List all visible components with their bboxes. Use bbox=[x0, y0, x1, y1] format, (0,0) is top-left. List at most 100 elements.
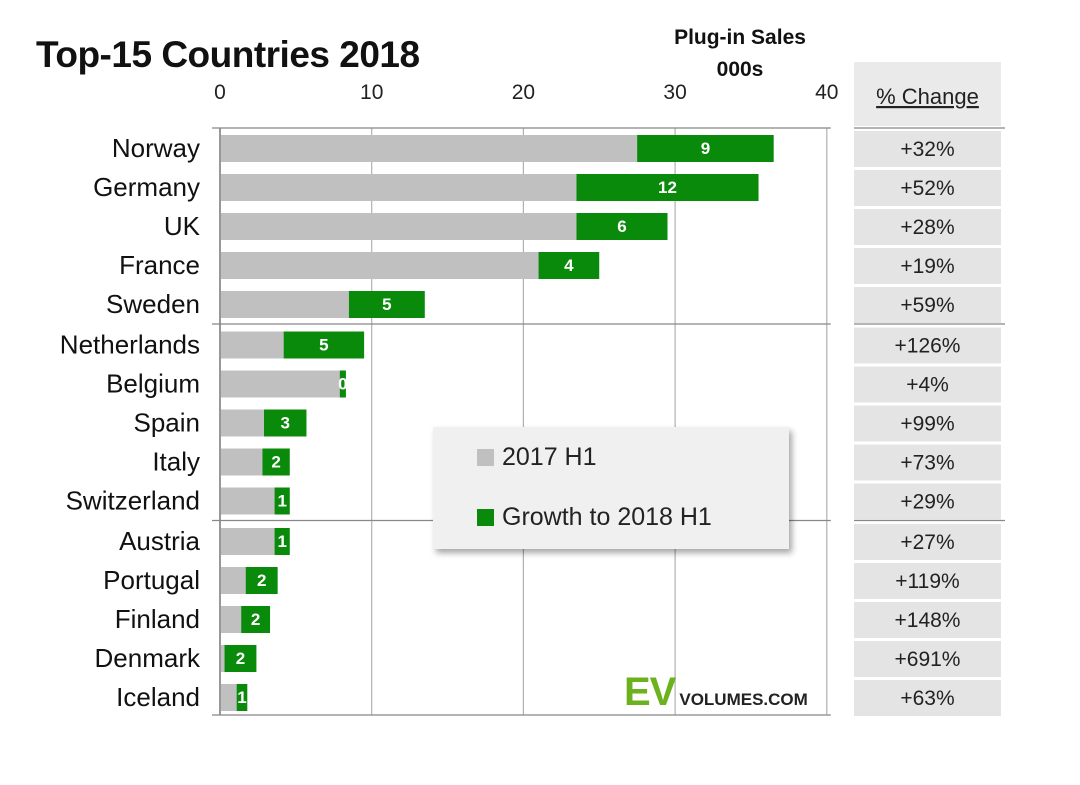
bar-2017 bbox=[221, 409, 265, 437]
growth-data-label: 5 bbox=[382, 295, 391, 314]
legend: 2017 H1 Growth to 2018 H1 bbox=[433, 427, 789, 549]
bar-growth bbox=[245, 567, 278, 594]
bar-2017 bbox=[221, 213, 578, 240]
legend-label-2017: 2017 H1 bbox=[502, 443, 597, 471]
legend-swatch-growth bbox=[477, 509, 494, 526]
change-cell-bg bbox=[854, 563, 1001, 599]
bar-2017 bbox=[221, 645, 226, 672]
growth-data-label: 2 bbox=[271, 453, 280, 472]
pct-change-value: +119% bbox=[895, 570, 959, 593]
pct-change-value: +19% bbox=[900, 255, 954, 278]
category-label: Finland bbox=[115, 604, 200, 634]
pct-change-value: +29% bbox=[900, 491, 954, 514]
chart-title: Top-15 Countries 2018 bbox=[36, 34, 420, 75]
category-label: UK bbox=[164, 211, 201, 241]
unit-label-line2: 000s bbox=[716, 58, 764, 81]
bar-2017 bbox=[221, 567, 247, 594]
pct-change-value: +99% bbox=[900, 413, 954, 436]
pct-change-value: +126% bbox=[895, 335, 961, 358]
bar-growth bbox=[283, 331, 365, 359]
legend-item-growth: Growth to 2018 H1 bbox=[477, 503, 712, 532]
category-label: Spain bbox=[134, 408, 201, 438]
change-cell-bg bbox=[854, 327, 1001, 364]
x-tick-label: 10 bbox=[360, 81, 383, 104]
legend-label-growth: Growth to 2018 H1 bbox=[502, 503, 712, 531]
category-label: Sweden bbox=[106, 289, 200, 319]
bar-growth bbox=[241, 606, 271, 633]
growth-data-label: 9 bbox=[701, 139, 710, 158]
pct-change-value: +52% bbox=[900, 177, 954, 200]
category-label: Netherlands bbox=[60, 330, 200, 360]
growth-data-label: 6 bbox=[617, 217, 626, 236]
pct-change-value: +691% bbox=[895, 648, 961, 671]
bar-2017 bbox=[221, 528, 276, 555]
category-label: Switzerland bbox=[66, 486, 200, 516]
bar-2017 bbox=[221, 331, 285, 359]
bar-growth bbox=[274, 528, 290, 555]
change-cell-bg bbox=[854, 170, 1001, 206]
pct-change-value: +4% bbox=[906, 374, 949, 397]
bar-2017 bbox=[221, 487, 276, 515]
category-label: Germany bbox=[93, 172, 200, 202]
growth-data-label: 2 bbox=[257, 571, 266, 590]
change-header-bg bbox=[854, 62, 1001, 126]
bar-growth bbox=[236, 684, 248, 711]
change-header: % Change bbox=[876, 84, 979, 109]
category-label: France bbox=[119, 250, 200, 280]
pct-change-value: +63% bbox=[900, 687, 954, 710]
growth-data-label: 3 bbox=[280, 414, 289, 433]
bar-2017 bbox=[221, 174, 578, 201]
bar-2017 bbox=[221, 291, 350, 318]
change-cell-bg bbox=[854, 131, 1001, 167]
bar-growth bbox=[538, 252, 600, 279]
legend-swatch-2017 bbox=[477, 449, 494, 466]
change-cell-bg bbox=[854, 366, 1001, 403]
unit-label-line1: Plug-in Sales bbox=[674, 26, 806, 49]
change-cell-bg bbox=[854, 641, 1001, 677]
bar-growth bbox=[576, 174, 759, 201]
growth-data-label: 4 bbox=[564, 256, 574, 275]
pct-change-value: +32% bbox=[900, 138, 954, 161]
pct-change-value: +59% bbox=[900, 294, 954, 317]
growth-data-label: 1 bbox=[277, 492, 286, 511]
bar-growth bbox=[339, 370, 346, 398]
category-label: Portugal bbox=[103, 565, 200, 595]
bar-growth bbox=[274, 487, 290, 515]
growth-data-label: 12 bbox=[658, 178, 677, 197]
growth-data-label: 5 bbox=[319, 336, 328, 355]
bar-2017 bbox=[221, 135, 639, 162]
ev-volumes-logo: EV VOLUMES.COM bbox=[624, 670, 808, 715]
change-cell-bg bbox=[854, 287, 1001, 323]
bar-growth bbox=[576, 213, 668, 240]
growth-data-label: 2 bbox=[236, 649, 245, 668]
change-cell-bg bbox=[854, 602, 1001, 638]
growth-data-label: 1 bbox=[237, 688, 246, 707]
bar-2017 bbox=[221, 448, 264, 476]
bar-2017 bbox=[221, 684, 238, 711]
logo-volumes: VOLUMES.COM bbox=[679, 690, 808, 709]
change-cell-bg bbox=[854, 483, 1001, 520]
category-label: Norway bbox=[112, 133, 200, 163]
bar-growth bbox=[637, 135, 774, 162]
bar-2017 bbox=[221, 606, 243, 633]
pct-change-value: +73% bbox=[900, 452, 954, 475]
x-tick-label: 0 bbox=[214, 81, 226, 104]
category-label: Denmark bbox=[95, 643, 201, 673]
x-tick-label: 30 bbox=[663, 81, 686, 104]
legend-item-2017: 2017 H1 bbox=[477, 443, 597, 472]
pct-change-value: +148% bbox=[895, 609, 961, 632]
bar-growth bbox=[262, 448, 290, 476]
growth-data-label: 1 bbox=[277, 532, 286, 551]
change-cell-bg bbox=[854, 209, 1001, 245]
bar-2017 bbox=[221, 370, 341, 398]
x-tick-label: 20 bbox=[512, 81, 535, 104]
bar-2017 bbox=[221, 252, 540, 279]
category-label: Austria bbox=[119, 526, 200, 556]
growth-data-label: 2 bbox=[251, 610, 260, 629]
change-cell-bg bbox=[854, 405, 1001, 442]
change-cell-bg bbox=[854, 248, 1001, 284]
category-label: Italy bbox=[152, 447, 200, 477]
category-label: Iceland bbox=[116, 682, 200, 712]
change-cell-bg bbox=[854, 524, 1001, 560]
